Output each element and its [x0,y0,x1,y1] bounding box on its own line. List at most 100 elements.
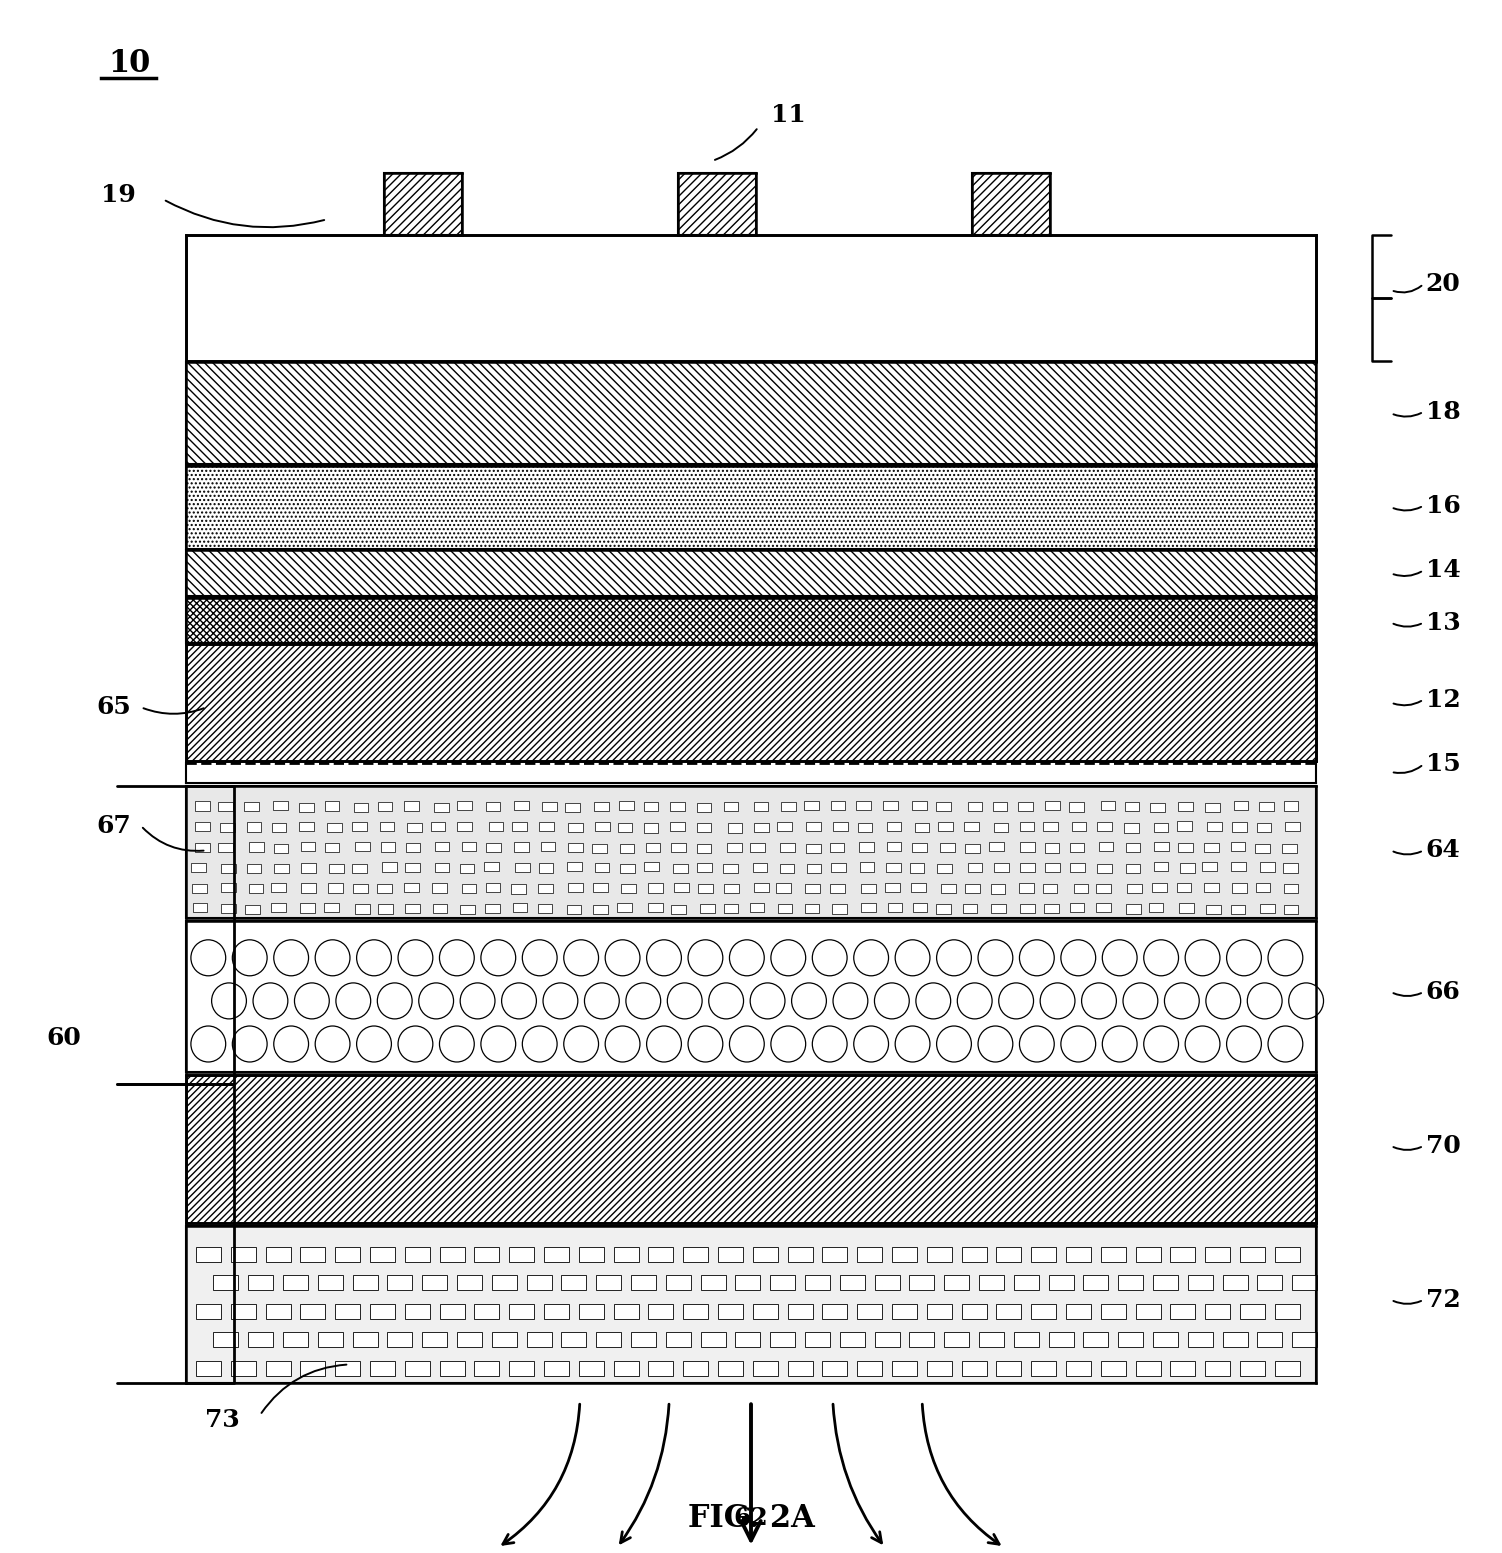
Circle shape [563,940,599,975]
Circle shape [978,940,1012,975]
Bar [300,1305,326,1318]
Bar [780,863,795,873]
Bar [649,1360,673,1376]
Bar [248,1332,273,1348]
Bar [649,1305,673,1318]
Bar [858,1360,882,1376]
Bar [1275,1305,1299,1318]
Bar [1083,1275,1108,1291]
Bar [440,1360,464,1376]
Bar [963,904,978,913]
Text: 16: 16 [1425,494,1460,517]
Bar [892,1247,918,1261]
Bar [673,863,688,873]
Bar [617,823,632,832]
Bar [484,862,499,871]
Bar [460,863,475,873]
Text: 67: 67 [96,814,132,837]
Bar [671,905,686,913]
Bar [993,801,1008,811]
Circle shape [834,983,868,1019]
Bar [186,1075,1316,1222]
Circle shape [1206,983,1241,1019]
Bar [380,822,395,831]
Circle shape [626,983,661,1019]
Bar [406,863,419,871]
Text: 10: 10 [108,48,150,79]
Bar [1149,904,1164,912]
Bar [834,822,849,831]
Bar [385,174,461,235]
Circle shape [398,1027,433,1062]
Bar [670,801,685,811]
Bar [831,884,844,893]
Bar [724,904,739,913]
Bar [1283,843,1296,853]
Bar [299,822,314,831]
Bar [1223,1275,1248,1291]
Bar [568,882,583,891]
Bar [1066,1305,1090,1318]
Bar [753,863,768,871]
Circle shape [212,983,246,1019]
Bar [1170,1305,1196,1318]
Bar [1260,862,1275,871]
Circle shape [1143,1027,1179,1062]
Bar [1206,905,1221,913]
Bar [874,1332,900,1348]
Bar [578,1360,604,1376]
Bar [683,1305,709,1318]
Bar [487,843,502,853]
Bar [724,801,739,811]
Bar [1257,1332,1283,1348]
Bar [1020,842,1035,851]
Bar [886,884,900,893]
Bar [406,843,421,853]
Bar [1117,1275,1143,1291]
Bar [967,801,982,811]
Bar [1101,1360,1126,1376]
Bar [327,884,342,893]
Bar [382,862,397,871]
Bar [595,822,610,831]
Bar [266,1247,290,1261]
Bar [1069,862,1084,871]
Bar [369,1305,395,1318]
Bar [593,882,608,891]
Bar [433,884,446,893]
Text: 15: 15 [1425,752,1460,776]
Bar [754,823,769,832]
Bar [231,1360,255,1376]
Bar [544,1305,569,1318]
Bar [647,884,662,893]
Bar [753,1305,778,1318]
Bar [991,884,1005,893]
Bar [831,801,846,811]
Bar [858,823,873,832]
Bar [434,863,449,873]
Circle shape [273,1027,308,1062]
Circle shape [377,983,412,1019]
Bar [912,801,927,811]
Bar [1188,1275,1212,1291]
Bar [805,884,820,893]
Text: 62: 62 [733,1506,769,1530]
Bar [1136,1360,1161,1376]
Bar [1125,863,1140,873]
Bar [961,1305,987,1318]
Bar [475,1360,499,1376]
Bar [431,822,446,831]
Bar [787,1360,813,1376]
Bar [1176,884,1191,891]
Bar [1072,822,1086,831]
Bar [777,822,792,831]
Bar [937,822,952,831]
Bar [485,803,500,812]
Bar [700,904,715,913]
Circle shape [419,983,454,1019]
Bar [565,803,580,812]
Bar [231,1247,255,1261]
Circle shape [813,1027,847,1062]
Bar [245,801,258,811]
Bar [1283,863,1298,873]
